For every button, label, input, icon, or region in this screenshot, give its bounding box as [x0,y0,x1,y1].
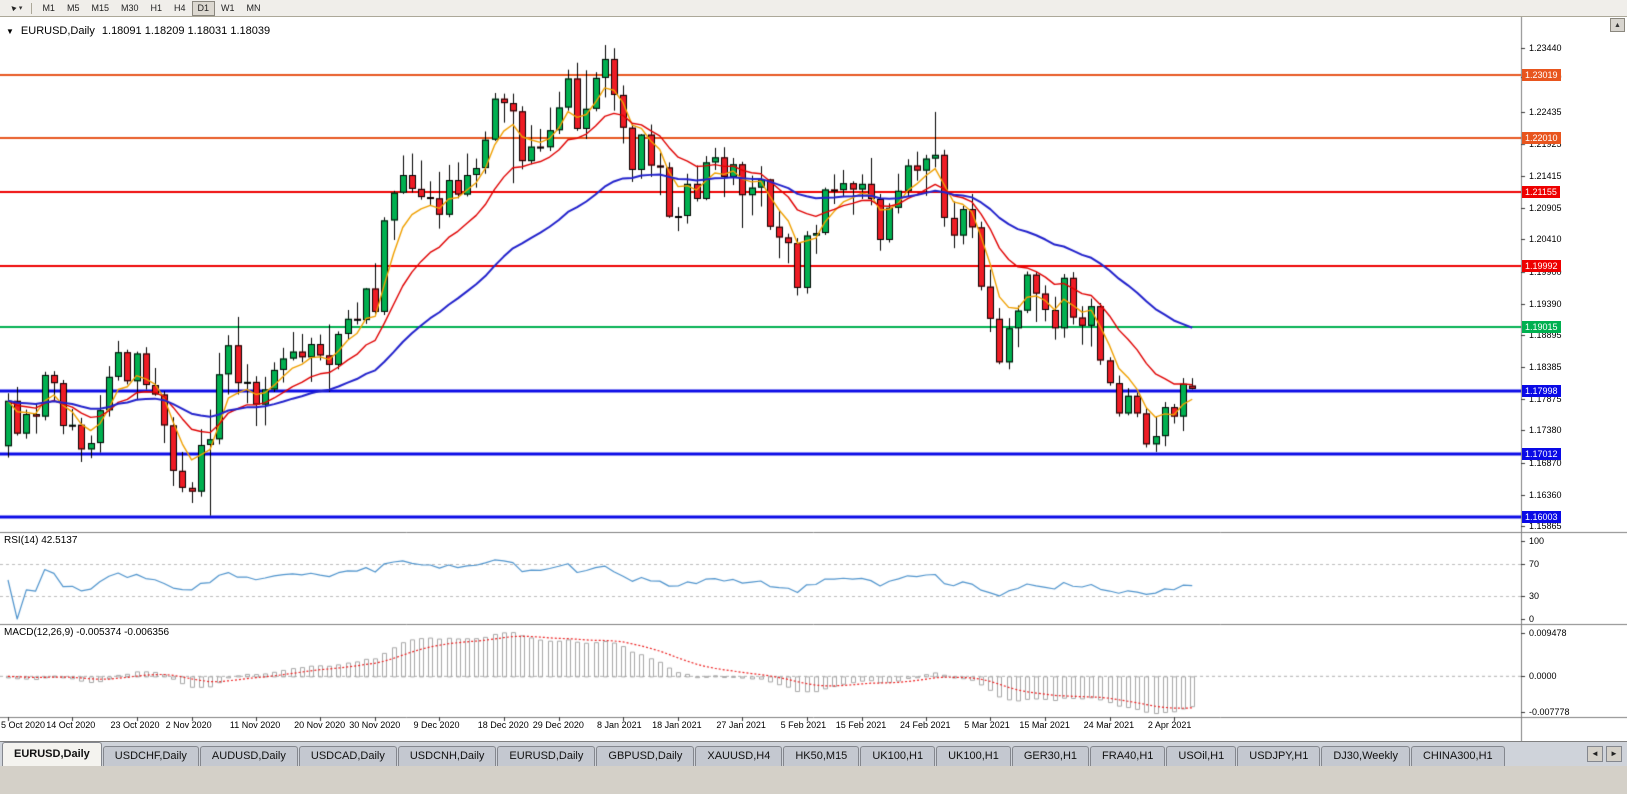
price-axis-tick: 1.20410 [1529,234,1562,245]
price-axis-tick: 1.22435 [1529,106,1562,117]
chart-tab-0[interactable]: EURUSD,Daily [2,742,102,766]
pointer-icon: ◄ [7,1,20,14]
timeframe-button-d1[interactable]: D1 [191,0,216,16]
date-axis-tick: 23 Oct 2020 [110,720,160,730]
date-axis-tick: 5 Mar 2021 [964,720,1010,730]
rsi-indicator-label: RSI(14) 42.5137 [4,535,78,546]
date-axis-tick: 14 Oct 2020 [46,720,96,730]
macd-axis-tick: 0.009478 [1529,628,1567,638]
tabs-scroll-left-button[interactable]: ◄ [1587,746,1603,762]
timeframe-button-group: M1 M5 M15 M30 H1 H4 D1 W1 MN [36,0,266,16]
date-axis-tick: 27 Jan 2021 [716,720,766,730]
date-axis-tick: 15 Mar 2021 [1019,720,1070,730]
date-axis-tick: 20 Nov 2020 [294,720,346,730]
macd-indicator-label: MACD(12,26,9) -0.005374 -0.006356 [4,627,170,638]
chart-tab-14[interactable]: USDJPY,H1 [1237,746,1321,766]
chart-tab-1[interactable]: USDCHF,Daily [102,746,199,766]
macd-axis-tick: 0.0000 [1529,671,1557,682]
price-axis-tick: 1.16870 [1529,457,1562,468]
price-axis-tick: 1.17875 [1529,394,1562,405]
chart-tab-list: EURUSD,Daily USDCHF,Daily AUDUSD,Daily USDC… [0,741,1582,766]
status-bar [0,766,1627,794]
date-axis-tick: 5 Oct 2020 [1,720,46,730]
price-level-badge: 1.21155 [1522,186,1560,199]
date-axis-tick: 2 Apr 2021 [1147,720,1192,730]
chart-tab-2[interactable]: AUDUSD,Daily [199,746,298,766]
price-level-badge: 1.22010 [1522,132,1561,145]
date-axis-tick: 29 Dec 2020 [532,720,584,730]
chart-window: ▼ EURUSD,Daily 1.18091 1.18209 1.18031 1… [0,17,1627,741]
chart-tab-bar: EURUSD,Daily USDCHF,Daily AUDUSD,Daily USDC… [0,741,1627,766]
chart-tab-6[interactable]: GBPUSD,Daily [596,746,695,766]
timeframe-button-m5[interactable]: M5 [66,2,80,13]
price-chart-canvas[interactable] [0,17,1627,741]
price-level-badge: 1.17012 [1522,447,1561,460]
chart-tab-4[interactable]: USDCNH,Daily [397,746,497,766]
date-axis-tick: 8 Jan 2021 [597,720,642,730]
rsi-axis-tick: 70 [1529,559,1540,570]
toolbar-divider [31,2,33,14]
timeframe-button-m15[interactable]: M15 [91,2,109,13]
chart-tab-11[interactable]: GER30,H1 [1011,746,1090,766]
chart-tab-7[interactable]: XAUUSD,H4 [695,746,783,766]
date-axis-tick: 18 Jan 2021 [652,720,702,730]
chart-title: ▼ EURUSD,Daily 1.18091 1.18209 1.18031 1… [6,25,270,37]
price-axis-tick: 1.18385 [1529,362,1562,373]
price-level-badge: 1.19992 [1522,259,1561,272]
date-axis-tick: 9 Dec 2020 [413,720,460,730]
timeframe-button-h4[interactable]: H4 [174,2,186,13]
chart-tab-9[interactable]: UK100,H1 [860,746,936,766]
date-axis-tick: 18 Dec 2020 [477,720,529,730]
chart-tab-8[interactable]: HK50,M15 [783,746,860,766]
price-axis-tick: 1.21415 [1529,170,1562,181]
chart-tab-5[interactable]: EURUSD,Daily [497,746,596,766]
price-axis-tick: 1.19390 [1529,298,1562,309]
date-axis-tick: 11 Nov 2020 [229,720,281,730]
chart-symbol-label: EURUSD,Daily [20,25,95,37]
timeframe-toolbar: ◄ ▾ M1 M5 M15 M30 H1 H4 D1 W1 MN [0,0,1627,17]
price-level-badge: 1.16003 [1522,511,1561,524]
price-axis-tick: 1.15865 [1529,521,1562,531]
timeframe-button-w1[interactable]: W1 [221,2,235,13]
chart-ohlc-values: 1.18091 1.18209 1.18031 1.18039 [101,25,271,37]
price-axis-tick: 1.17380 [1529,425,1562,436]
rsi-axis-tick: 0 [1529,614,1535,624]
scroll-up-button[interactable]: ▲ [1610,18,1625,32]
chart-tab-12[interactable]: FRA40,H1 [1090,746,1166,766]
macd-axis-tick: -0.007778 [1529,707,1570,717]
date-axis-tick: 30 Nov 2020 [349,720,401,730]
price-axis-tick: 1.20905 [1529,203,1562,214]
date-axis-tick: 15 Feb 2021 [835,720,887,730]
price-level-badge: 1.23019 [1522,68,1561,81]
collapse-triangle-icon[interactable]: ▼ [6,26,14,36]
price-axis-tick: 1.18895 [1529,329,1562,340]
price-level-badge: 1.19015 [1522,321,1561,334]
chart-tab-10[interactable]: UK100,H1 [936,746,1011,766]
price-level-badge: 1.17998 [1522,385,1561,398]
date-axis-tick: 5 Feb 2021 [780,720,827,730]
timeframe-button-mn[interactable]: MN [246,2,261,13]
chart-tab-13[interactable]: USOil,H1 [1166,746,1237,766]
tabs-scroll-right-button[interactable]: ► [1606,746,1622,762]
timeframe-button-m1[interactable]: M1 [42,2,55,13]
cursor-tool-button[interactable]: ◄ ▾ [4,1,27,16]
price-axis-tick: 1.23440 [1529,43,1562,54]
rsi-axis-tick: 100 [1529,536,1545,546]
chart-tab-15[interactable]: DJ30,Weekly [1321,746,1410,766]
timeframe-button-h1[interactable]: H1 [150,2,163,13]
date-axis-tick: 2 Nov 2020 [165,720,212,730]
chart-tab-16[interactable]: CHINA300,H1 [1410,746,1505,766]
dropdown-caret-icon: ▾ [18,5,23,12]
price-axis-tick: 1.16360 [1529,489,1562,500]
date-axis-tick: 24 Feb 2021 [900,720,951,730]
tab-scroll-controls: ◄ ► [1582,746,1627,766]
date-axis-tick: 24 Mar 2021 [1083,720,1135,730]
rsi-axis-tick: 30 [1529,590,1540,601]
chart-tab-3[interactable]: USDCAD,Daily [298,746,397,766]
timeframe-button-m30[interactable]: M30 [120,2,139,13]
